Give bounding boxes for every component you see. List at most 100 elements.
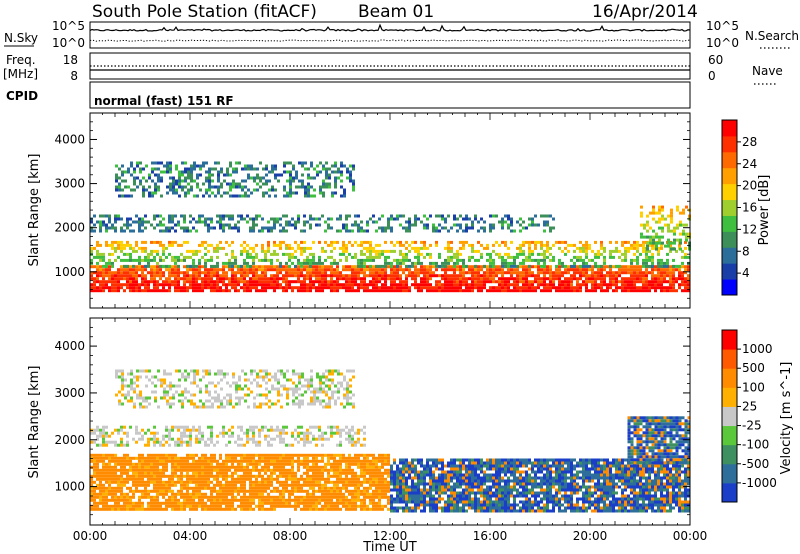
data-cell [174, 283, 177, 287]
data-cell [678, 243, 681, 247]
data-cell [636, 258, 639, 262]
data-cell [351, 243, 354, 247]
data-cell [105, 240, 108, 244]
data-cell [343, 191, 346, 195]
data-cell [357, 258, 360, 262]
data-cell [408, 289, 411, 293]
data-cell [501, 226, 504, 230]
data-cell [261, 474, 264, 478]
data-cell [105, 214, 108, 218]
data-cell [142, 188, 145, 192]
data-cell [105, 468, 108, 472]
data-cell [205, 161, 208, 165]
data-cell [375, 289, 378, 293]
data-cell [673, 241, 676, 245]
data-cell [309, 261, 312, 265]
data-cell [255, 286, 258, 290]
data-cell [324, 486, 327, 490]
data-cell [663, 280, 666, 284]
data-cell [369, 462, 372, 466]
data-cell [222, 474, 225, 478]
data-cell [325, 185, 328, 189]
data-cell [171, 483, 174, 487]
data-cell [312, 271, 315, 275]
data-cell [486, 258, 489, 262]
data-cell [198, 243, 201, 247]
data-cell [222, 483, 225, 487]
data-cell [294, 220, 297, 224]
data-cell [669, 289, 672, 293]
data-cell [228, 214, 231, 218]
data-cell [217, 185, 220, 189]
data-cell [363, 258, 366, 262]
data-cell [195, 283, 198, 287]
data-cell [138, 289, 141, 293]
data-cell [231, 495, 234, 499]
data-cell [666, 271, 669, 275]
data-cell [270, 459, 273, 463]
data-cell [189, 504, 192, 508]
data-cell [339, 501, 342, 505]
data-cell [225, 456, 228, 460]
data-cell [150, 249, 153, 253]
data-cell [537, 280, 540, 284]
data-cell [156, 486, 159, 490]
data-cell [231, 459, 234, 463]
data-cell [243, 289, 246, 293]
data-cell [453, 252, 456, 256]
data-cell [129, 504, 132, 508]
data-cell [354, 456, 357, 460]
data-cell [231, 486, 234, 490]
data-cell [96, 277, 99, 281]
data-cell [156, 480, 159, 484]
data-cell [579, 240, 582, 244]
data-cell [252, 274, 255, 278]
data-cell [114, 477, 117, 481]
data-cell [309, 492, 312, 496]
data-cell [285, 214, 288, 218]
data-cell [156, 477, 159, 481]
data-cell [168, 268, 171, 272]
data-cell [276, 504, 279, 508]
data-cell [645, 286, 648, 290]
data-cell [322, 179, 325, 183]
data-cell [636, 255, 639, 259]
data-cell [288, 268, 291, 272]
data-cell [687, 289, 690, 293]
data-cell [210, 271, 213, 275]
data-cell [169, 161, 172, 165]
colorbar-segment [722, 279, 737, 296]
data-cell [297, 483, 300, 487]
data-cell [465, 277, 468, 281]
data-cell [399, 240, 402, 244]
data-cell [271, 188, 274, 192]
data-cell [435, 261, 438, 265]
data-cell [324, 507, 327, 511]
data-cell [207, 268, 210, 272]
data-cell [402, 261, 405, 265]
data-cell [609, 286, 612, 290]
data-cell [372, 271, 375, 275]
data-cell [261, 277, 264, 281]
data-cell [258, 498, 261, 502]
data-cell [198, 261, 201, 265]
data-cell [138, 453, 141, 457]
data-cell [258, 462, 261, 466]
data-cell [291, 483, 294, 487]
data-cell [357, 489, 360, 493]
data-cell [99, 252, 102, 256]
data-cell [192, 462, 195, 466]
data-cell [630, 243, 633, 247]
data-cell [537, 252, 540, 256]
data-cell [354, 471, 357, 475]
data-cell [162, 501, 165, 505]
data-cell [456, 283, 459, 287]
data-cell [252, 229, 255, 233]
data-cell [141, 283, 144, 287]
data-cell [519, 223, 522, 227]
data-cell [468, 286, 471, 290]
data-cell [114, 495, 117, 499]
data-cell [321, 465, 324, 469]
data-cell [288, 220, 291, 224]
data-cell [594, 277, 597, 281]
